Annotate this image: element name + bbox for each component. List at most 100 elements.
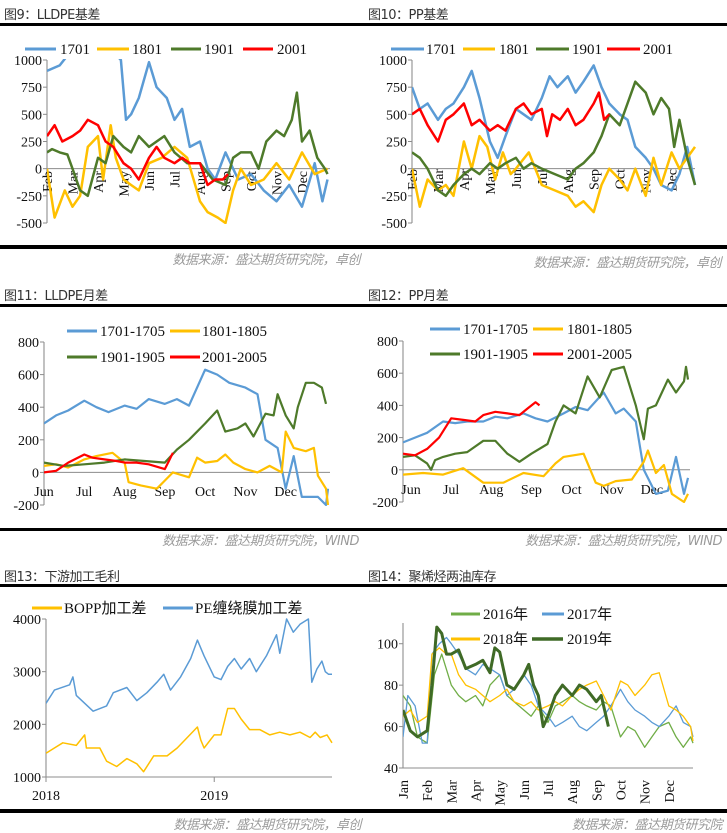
x-tick-label: Jun: [34, 485, 53, 500]
x-tick-label: Aug: [479, 483, 503, 498]
x-tick-label: Mar: [445, 780, 460, 804]
series-line-2016年: [403, 653, 694, 748]
divider: [0, 809, 727, 813]
chart-13: 4000 3000 2000 1000 2018 2019 BOPP加工差 PE缠绕膜加工差: [13, 599, 333, 804]
y-tick-label: 400: [18, 401, 39, 416]
series-group: [46, 618, 333, 773]
series-line-1701-1705: [403, 391, 690, 495]
chart10-title: 图10：PP基差: [368, 8, 449, 23]
x-tick-label: Apr: [470, 780, 485, 802]
x-tick-label: Aug: [562, 169, 577, 193]
chart14-source: 数据来源：盛达期货研究院: [571, 818, 723, 833]
x-tick-label: Dec: [666, 169, 681, 192]
y-tick-label: -200: [372, 496, 398, 511]
y-tick-label: 0: [32, 466, 39, 481]
y-tick-label: 250: [386, 136, 407, 151]
legend-label: PE缠绕膜加工差: [195, 599, 303, 617]
legend-label: 1901: [572, 42, 602, 58]
y-tick-label: -250: [381, 190, 407, 205]
y-tick-label: 0: [400, 163, 407, 178]
y-tick-label: 40: [384, 762, 398, 777]
x-tick-label: 2018: [32, 789, 60, 804]
x-tick-label: Apr: [458, 169, 473, 191]
series-line-PE缠绕膜加工差: [46, 618, 332, 712]
y-tick-label: 800: [18, 336, 39, 351]
y-tick-label: 1000: [379, 54, 407, 69]
x-tick-label: May: [494, 780, 509, 806]
x-tick-label: Aug: [113, 485, 137, 500]
y-tick-label: 2000: [13, 718, 41, 733]
chart14-title: 图14：聚烯烃两油库存: [368, 570, 497, 585]
x-tick-label: Sep: [590, 780, 605, 801]
chart11-title: 图11：LLDPE月差: [4, 289, 108, 304]
x-tick-label: Feb: [421, 780, 436, 801]
chart10-source: 数据来源：盛达期货研究院，卓创: [533, 256, 721, 271]
y-tick-label: 750: [386, 81, 407, 96]
y-tick-label: 1000: [13, 771, 41, 786]
y-tick-label: 4000: [13, 613, 41, 628]
series-group: [412, 64, 697, 214]
series-line-1901: [412, 80, 697, 198]
x-tick-label: Dec: [663, 780, 678, 803]
legend-label: 1801: [132, 42, 162, 58]
x-tick-label: Nov: [639, 780, 654, 804]
x-tick-label: Jul: [542, 780, 557, 796]
y-tick-label: 600: [18, 369, 39, 384]
x-tick-label: Jun: [510, 169, 525, 188]
legend-label: 2018年: [483, 631, 528, 648]
x-tick-label: Sep: [521, 483, 542, 498]
divider: [0, 304, 727, 307]
y-tick-label: 1000: [14, 54, 42, 69]
legend-label: 1901: [204, 42, 234, 58]
y-tick-label: -500: [16, 217, 42, 232]
y-tick-label: 250: [21, 136, 42, 151]
y-tick-label: 200: [18, 434, 39, 449]
legend-label: 2001: [277, 42, 307, 58]
x-tick-label: Jun: [518, 780, 533, 799]
legend-label: 1701-1705: [463, 322, 528, 338]
chart12-source: 数据来源：盛达期货研究院，WIND: [525, 534, 722, 549]
chart9-title: 图9：LLDPE基差: [4, 8, 100, 23]
y-tick-label: 400: [377, 399, 398, 414]
series-line-1801-1805: [44, 430, 330, 506]
series-line-1801: [412, 134, 697, 214]
divider: [0, 584, 727, 587]
x-tick-label: Nov: [270, 171, 285, 195]
series-group: [403, 365, 690, 503]
series-line-1801-1805: [403, 449, 689, 503]
divider: [0, 528, 727, 531]
x-tick-label: Dec: [274, 485, 297, 500]
legend-label: 2017年: [567, 606, 612, 623]
y-tick-label: 100: [377, 638, 398, 653]
series-line-1901-1905: [44, 381, 328, 467]
chart13-source: 数据来源：盛达期货研究院，卓创: [173, 818, 361, 833]
chart11-source: 数据来源：盛达期货研究院，WIND: [162, 534, 359, 549]
legend-label: 2001: [643, 42, 673, 58]
legend-label: 1801-1805: [202, 324, 267, 340]
y-tick-label: 600: [377, 367, 398, 382]
x-tick-label: 2019: [200, 789, 228, 804]
x-tick-label: Oct: [615, 780, 630, 800]
chart12-title: 图12：PP月差: [368, 289, 449, 304]
series-line-1701: [47, 59, 329, 208]
y-tick-label: 0: [391, 464, 398, 479]
x-tick-label: Sep: [588, 169, 603, 190]
divider: [0, 23, 727, 26]
x-tick-label: Jul: [76, 485, 92, 500]
legend-label: 2001-2005: [202, 350, 267, 366]
chart13-title: 图13：下游加工毛利: [4, 570, 120, 585]
series-line-1901: [47, 91, 329, 198]
legend-label: BOPP加工差: [64, 600, 147, 617]
chart9-source: 数据来源：盛达期货研究院，卓创: [172, 253, 360, 268]
y-tick-label: 200: [377, 432, 398, 447]
y-tick-label: 500: [21, 108, 42, 123]
y-tick-label: 0: [35, 163, 42, 178]
series-group: [403, 625, 694, 748]
series-line-1901-1905: [403, 365, 690, 471]
x-tick-label: Oct: [561, 483, 581, 498]
